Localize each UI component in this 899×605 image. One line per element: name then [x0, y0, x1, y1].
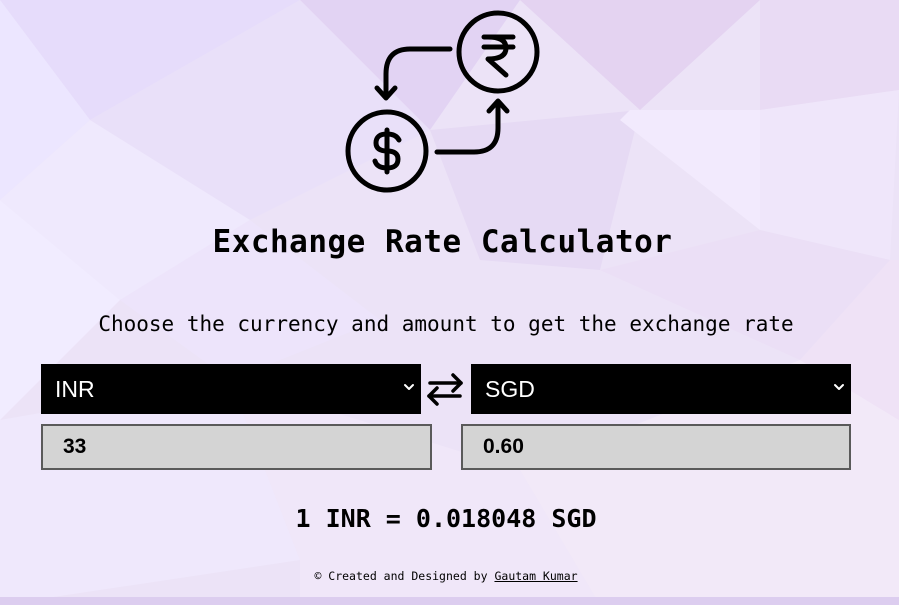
from-currency-select[interactable]: INR	[41, 364, 421, 414]
exchange-rate-result: 1 INR = 0.018048 SGD	[295, 504, 597, 533]
swap-arrows-icon[interactable]	[424, 370, 466, 408]
currency-exchange-icon	[345, 10, 540, 193]
from-currency-value: INR	[55, 375, 95, 402]
chevron-down-icon	[834, 384, 844, 390]
instructions-text: Choose the currency and amount to get th…	[98, 312, 794, 336]
bottom-divider	[0, 597, 899, 605]
from-amount-value: 33	[63, 435, 87, 458]
page-title: Exchange Rate Calculator	[212, 224, 673, 260]
footer: © Created and Designed by Gautam Kumar	[0, 569, 892, 583]
to-amount-input[interactable]: 0.60	[461, 424, 851, 470]
author-link[interactable]: Gautam Kumar	[494, 569, 578, 583]
to-currency-value: SGD	[485, 375, 535, 402]
to-currency-select[interactable]: SGD	[471, 364, 851, 414]
footer-credit-text: © Created and Designed by	[314, 569, 488, 583]
from-amount-input[interactable]: 33	[41, 424, 432, 470]
chevron-down-icon	[404, 384, 414, 390]
to-amount-value: 0.60	[483, 435, 524, 458]
